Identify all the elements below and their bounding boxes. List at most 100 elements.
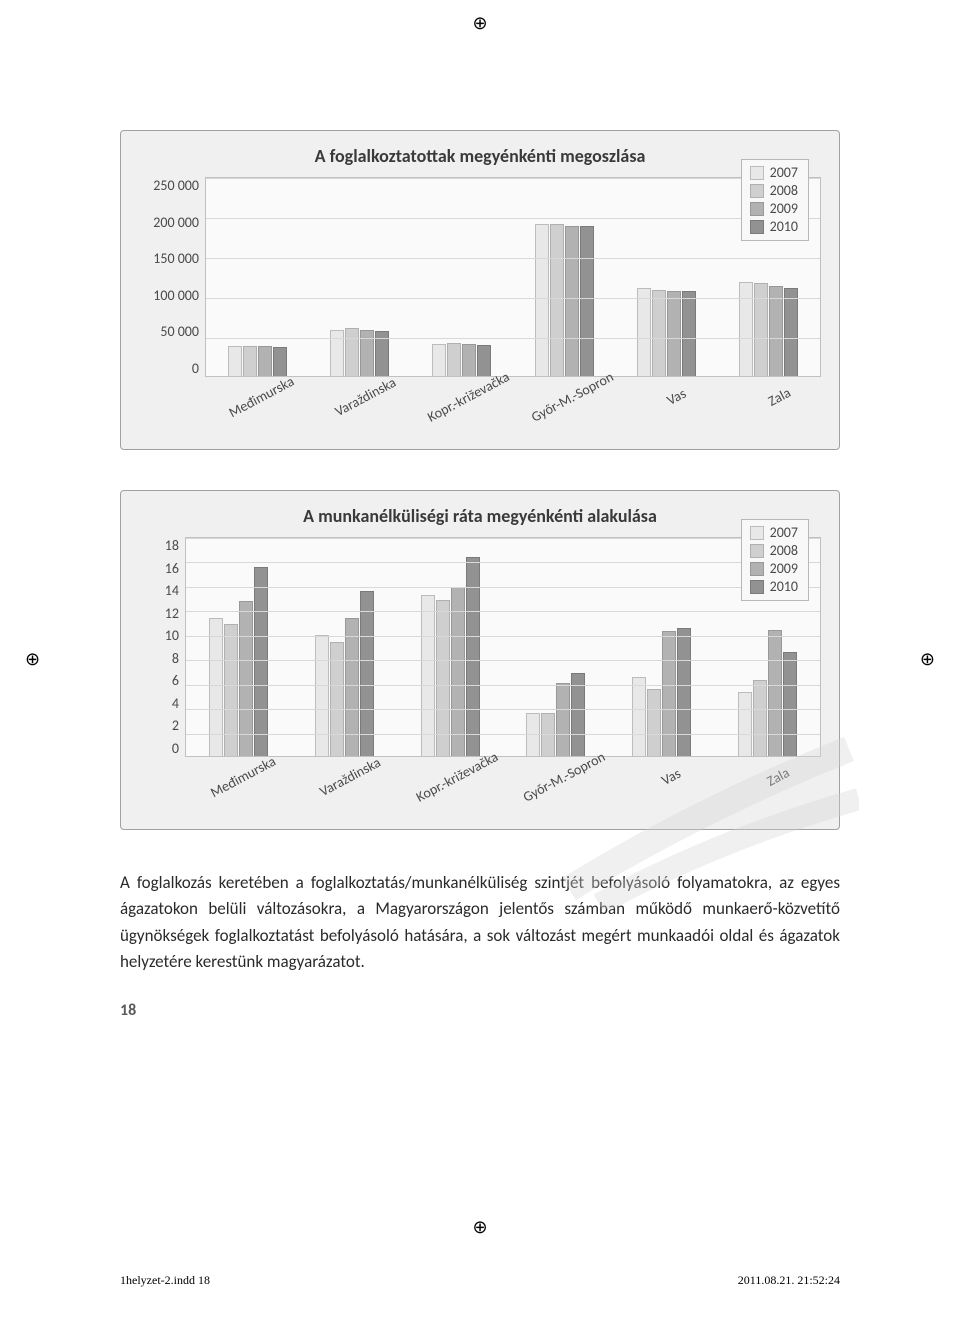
legend-swatch-icon	[750, 220, 764, 234]
bar-group	[411, 178, 513, 376]
y-tick-label: 100 000	[153, 287, 199, 304]
gridline	[186, 611, 820, 612]
bar	[677, 628, 691, 756]
y-tick-label: 0	[172, 740, 179, 757]
chart1-legend: 2007200820092010	[741, 159, 809, 241]
bar	[526, 713, 540, 756]
legend-swatch-icon	[750, 580, 764, 594]
bar	[345, 618, 359, 756]
y-tick-label: 12	[165, 605, 179, 622]
y-tick-label: 6	[172, 672, 179, 689]
bar-group	[206, 178, 308, 376]
bar	[243, 346, 257, 376]
legend-item: 2007	[750, 524, 798, 542]
chart2-legend: 2007200820092010	[741, 519, 809, 601]
bar-group	[292, 538, 398, 756]
bar	[447, 343, 461, 376]
bar	[315, 635, 329, 756]
bar	[652, 290, 666, 376]
chart1-plot-area	[205, 177, 821, 377]
bar	[451, 587, 465, 756]
bar	[535, 224, 549, 376]
gridline	[206, 338, 820, 339]
body-paragraph: A foglalkozás keretében a foglalkoztatás…	[120, 870, 840, 975]
legend-item: 2008	[750, 542, 798, 560]
legend-label: 2009	[770, 560, 798, 578]
bar-group	[615, 178, 717, 376]
legend-item: 2009	[750, 200, 798, 218]
footer-left: 1helyzet-2.indd 18	[120, 1273, 210, 1288]
y-tick-label: 18	[165, 537, 179, 554]
bar-group	[513, 178, 615, 376]
bar	[647, 689, 661, 756]
bar-group	[397, 538, 503, 756]
gridline	[206, 178, 820, 179]
y-tick-label: 150 000	[153, 250, 199, 267]
gridline	[206, 298, 820, 299]
bar	[556, 683, 570, 756]
legend-swatch-icon	[750, 562, 764, 576]
gridline	[186, 709, 820, 710]
gridline	[186, 685, 820, 686]
legend-label: 2009	[770, 200, 798, 218]
bar	[228, 346, 242, 376]
bar	[768, 630, 782, 756]
bar	[224, 624, 238, 756]
bar	[345, 328, 359, 376]
footer-right: 2011.08.21. 21:52:24	[738, 1273, 840, 1288]
chart1-title: A foglalkoztatottak megyénkénti megoszlá…	[139, 145, 821, 167]
bar	[421, 595, 435, 756]
crop-mark-left-icon: ⊕	[25, 648, 40, 670]
gridline	[206, 258, 820, 259]
crop-mark-right-icon: ⊕	[920, 648, 935, 670]
chart2-plot-area	[185, 537, 821, 757]
gridline	[186, 587, 820, 588]
y-tick-label: 4	[172, 695, 179, 712]
bar-group	[308, 178, 410, 376]
bar-group	[609, 538, 715, 756]
bar	[541, 713, 555, 756]
chart-unemployment: A munkanélküliségi ráta megyénkénti alak…	[120, 490, 840, 830]
print-footer: 1helyzet-2.indd 18 2011.08.21. 21:52:24	[120, 1273, 840, 1288]
legend-item: 2007	[750, 164, 798, 182]
legend-label: 2007	[770, 524, 798, 542]
y-tick-label: 200 000	[153, 214, 199, 231]
legend-swatch-icon	[750, 166, 764, 180]
bar	[783, 652, 797, 756]
y-tick-label: 14	[165, 582, 179, 599]
bar	[209, 618, 223, 756]
legend-item: 2010	[750, 578, 798, 596]
bar	[432, 344, 446, 376]
legend-item: 2009	[750, 560, 798, 578]
bar	[550, 224, 564, 376]
gridline	[186, 538, 820, 539]
crop-mark-bottom-icon: ⊕	[472, 1216, 487, 1238]
bar	[360, 591, 374, 756]
bar	[565, 226, 579, 376]
legend-swatch-icon	[750, 202, 764, 216]
gridline	[186, 636, 820, 637]
gridline	[206, 218, 820, 219]
legend-label: 2008	[770, 182, 798, 200]
chart1-y-axis: 250 000200 000150 000100 00050 0000	[139, 177, 205, 377]
legend-swatch-icon	[750, 526, 764, 540]
chart2-title: A munkanélküliségi ráta megyénkénti alak…	[139, 505, 821, 527]
bar	[436, 600, 450, 756]
y-tick-label: 0	[192, 360, 199, 377]
chart-employment: A foglalkoztatottak megyénkénti megoszlá…	[120, 130, 840, 450]
legend-label: 2008	[770, 542, 798, 560]
bar	[662, 631, 676, 756]
bar	[667, 291, 681, 376]
chart2-y-axis: 181614121086420	[139, 537, 185, 757]
bar	[753, 680, 767, 756]
crop-mark-top-icon: ⊕	[472, 12, 487, 34]
legend-label: 2010	[770, 218, 798, 236]
content-area: A foglalkoztatottak megyénkénti megoszlá…	[120, 130, 840, 1020]
legend-item: 2008	[750, 182, 798, 200]
bar	[632, 677, 646, 756]
page: ⊕ ⊕ ⊕ ⊕ A foglalkoztatottak megyénkénti …	[0, 0, 960, 1318]
y-tick-label: 250 000	[153, 177, 199, 194]
bar	[738, 692, 752, 756]
bar	[580, 226, 594, 376]
legend-item: 2010	[750, 218, 798, 236]
